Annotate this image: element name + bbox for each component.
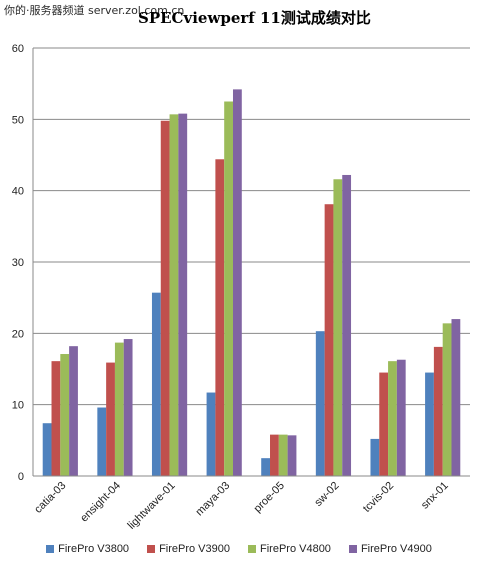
chart-title: SPECviewperf 11测试成绩对比 (138, 9, 371, 27)
bar-tcvis-02-FirePro-V3900 (379, 372, 389, 476)
bar-catia-03-FirePro-V3800 (42, 423, 52, 476)
bar-tcvis-02-FirePro-V4900 (396, 359, 406, 476)
y-tick-label: 0 (18, 471, 24, 483)
legend-swatch (46, 545, 55, 553)
legend: FirePro V3800 FirePro V3900 FirePro V4800 F… (0, 538, 478, 560)
bar-lightwave-01-FirePro-V4900 (178, 113, 188, 477)
bar-maya-03-FirePro-V4900 (232, 89, 242, 476)
bar-snx-01-FirePro-V4800 (442, 323, 452, 476)
y-tick-label: 30 (12, 257, 24, 269)
y-tick-label: 60 (12, 43, 24, 55)
bar-snx-01-FirePro-V3800 (425, 372, 434, 476)
bar-ensight-04-FirePro-V3800 (97, 407, 107, 476)
bar-lightwave-01-FirePro-V3900 (160, 120, 170, 476)
legend-label: FirePro V4900 (360, 543, 432, 555)
bar-snx-01-FirePro-V4900 (451, 319, 461, 476)
bar-maya-03-FirePro-V3800 (206, 392, 216, 476)
bar-lightwave-01-FirePro-V3800 (151, 292, 161, 476)
bar-ensight-04-FirePro-V4900 (123, 339, 133, 476)
bar-snx-01-FirePro-V3900 (433, 346, 443, 476)
legend-swatch (248, 545, 256, 553)
y-tick-label: 40 (12, 186, 24, 198)
bar-proe-05-FirePro-V3900 (270, 434, 279, 476)
bar-tcvis-02-FirePro-V3800 (370, 438, 380, 476)
x-tick-label: catia-03 (32, 480, 68, 516)
bar-ensight-04-FirePro-V3900 (106, 362, 115, 476)
legend-item: FirePro V3800 (46, 538, 129, 560)
bar-lightwave-01-FirePro-V4800 (169, 114, 179, 476)
x-tick-label: ensight-04 (78, 480, 123, 525)
bar-maya-03-FirePro-V3900 (215, 159, 225, 476)
bar-ensight-04-FirePro-V4800 (114, 342, 124, 476)
bar-sw-02-FirePro-V4800 (333, 179, 343, 476)
legend-item: FirePro V4800 (248, 538, 331, 560)
bar-proe-05-FirePro-V4800 (278, 434, 288, 476)
legend-label: FirePro V3800 (58, 543, 130, 555)
x-tick-label: sw-02 (312, 480, 341, 509)
x-tick-label: snx-01 (419, 480, 451, 512)
y-tick-label: 50 (12, 114, 24, 126)
legend-item: FirePro V3900 (147, 538, 230, 560)
bar-maya-03-FirePro-V4800 (224, 101, 233, 476)
bar-tcvis-02-FirePro-V4800 (388, 361, 397, 476)
legend-label: FirePro V4800 (260, 543, 331, 555)
x-tick-label: maya-03 (194, 480, 233, 519)
bar-proe-05-FirePro-V4900 (287, 435, 297, 476)
bar-sw-02-FirePro-V4900 (342, 174, 352, 476)
bar-catia-03-FirePro-V4800 (60, 354, 70, 476)
legend-swatch (348, 545, 357, 553)
bar-sw-02-FirePro-V3900 (324, 204, 334, 476)
legend-label: FirePro V3900 (159, 543, 230, 555)
x-tick-label: proe-05 (252, 480, 287, 515)
legend-swatch (147, 545, 156, 553)
legend-item: FirePro V4900 (348, 538, 432, 560)
y-tick-label: 10 (12, 400, 24, 412)
x-tick-label: lightwave-01 (126, 480, 178, 532)
watermark: 你的·服务器频道 server.zol.com.cn (4, 4, 185, 17)
y-tick-label: 20 (12, 328, 24, 340)
bar-proe-05-FirePro-V3800 (261, 458, 271, 476)
x-tick-label: tcvis-02 (361, 480, 396, 515)
bar-sw-02-FirePro-V3800 (315, 331, 325, 476)
bar-catia-03-FirePro-V4900 (69, 346, 78, 476)
bar-catia-03-FirePro-V3900 (51, 361, 61, 476)
